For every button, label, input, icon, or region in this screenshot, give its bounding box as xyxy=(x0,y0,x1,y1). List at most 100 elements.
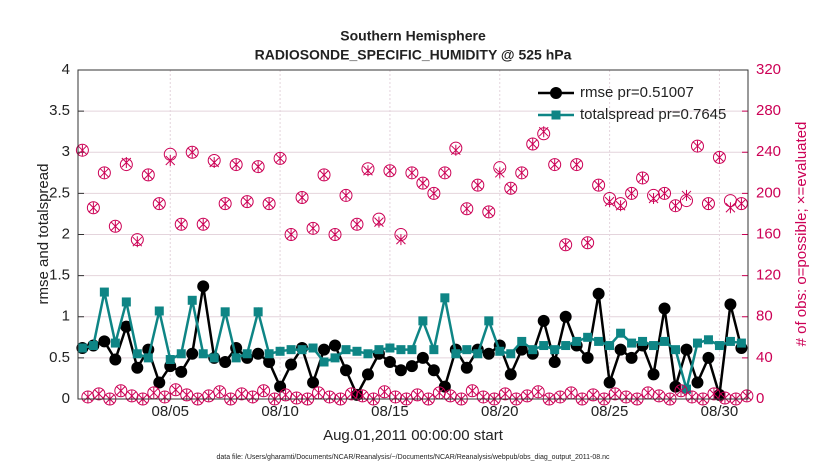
point xyxy=(605,341,615,351)
point xyxy=(114,384,128,398)
point xyxy=(220,307,230,317)
point xyxy=(330,353,340,363)
point xyxy=(319,357,329,367)
y-tick-label: 1.5 xyxy=(49,267,70,284)
point xyxy=(132,349,142,359)
y-tick-label: 1 xyxy=(62,308,70,325)
point xyxy=(285,358,298,371)
point xyxy=(242,349,252,359)
point xyxy=(377,385,391,399)
point xyxy=(99,287,109,297)
point xyxy=(219,355,232,368)
point xyxy=(592,178,606,192)
point xyxy=(615,200,626,212)
point xyxy=(725,336,735,346)
x-tick-label: 08/15 xyxy=(371,403,409,420)
point xyxy=(220,198,231,210)
point xyxy=(533,386,544,398)
point xyxy=(482,347,495,360)
y2-tick-label: 160 xyxy=(756,225,781,242)
point xyxy=(158,390,172,404)
point xyxy=(669,199,683,213)
point xyxy=(262,197,276,211)
point xyxy=(658,186,672,200)
point xyxy=(531,385,545,399)
point xyxy=(498,387,512,401)
point xyxy=(352,346,362,356)
point xyxy=(680,343,693,356)
y2-tick-label: 0 xyxy=(756,390,764,407)
point xyxy=(592,287,605,300)
point xyxy=(701,197,715,211)
point xyxy=(209,157,220,169)
point xyxy=(718,391,732,405)
point xyxy=(187,295,197,305)
point xyxy=(236,388,247,400)
point xyxy=(110,220,121,232)
point xyxy=(185,145,199,159)
point xyxy=(687,391,697,403)
point xyxy=(240,195,254,209)
point xyxy=(460,202,474,216)
point xyxy=(709,388,719,400)
point xyxy=(676,385,686,397)
point xyxy=(495,346,505,356)
point xyxy=(548,158,562,172)
point xyxy=(154,306,164,316)
point xyxy=(253,161,263,173)
point xyxy=(643,387,653,399)
point xyxy=(394,364,407,377)
point xyxy=(472,179,483,191)
point xyxy=(560,239,571,251)
point xyxy=(581,236,595,250)
point xyxy=(229,158,243,172)
point xyxy=(186,347,199,360)
point xyxy=(170,384,181,396)
point xyxy=(427,364,440,377)
point xyxy=(175,365,188,378)
point xyxy=(405,166,419,180)
point xyxy=(500,388,511,400)
point xyxy=(539,341,549,351)
point xyxy=(174,217,188,231)
point xyxy=(538,126,549,138)
point xyxy=(108,219,122,233)
point xyxy=(416,351,429,364)
point xyxy=(581,351,594,364)
point xyxy=(724,298,737,311)
point xyxy=(471,178,485,192)
y2-tick-label: 240 xyxy=(756,143,781,160)
point xyxy=(165,154,176,166)
point xyxy=(505,182,516,194)
point xyxy=(566,387,577,399)
point xyxy=(257,384,271,398)
point xyxy=(517,336,527,346)
point xyxy=(198,218,209,230)
point xyxy=(467,385,478,397)
point xyxy=(462,345,472,355)
point xyxy=(396,345,406,355)
point xyxy=(476,390,490,404)
point xyxy=(407,167,417,179)
point xyxy=(264,349,274,359)
legend-label: rmse pr=0.51007 xyxy=(580,84,694,101)
point xyxy=(385,343,395,353)
point xyxy=(670,200,681,212)
point xyxy=(329,339,342,352)
point xyxy=(604,196,615,208)
point xyxy=(460,361,473,374)
point xyxy=(385,165,395,177)
point xyxy=(619,390,633,404)
point xyxy=(330,229,340,240)
point xyxy=(363,165,373,177)
point xyxy=(176,349,186,359)
point xyxy=(388,390,402,404)
point xyxy=(690,139,704,153)
point xyxy=(247,391,258,403)
point xyxy=(570,158,584,172)
point xyxy=(363,349,373,359)
point xyxy=(561,341,571,351)
point xyxy=(594,336,604,346)
point xyxy=(740,389,754,403)
point xyxy=(625,351,638,364)
